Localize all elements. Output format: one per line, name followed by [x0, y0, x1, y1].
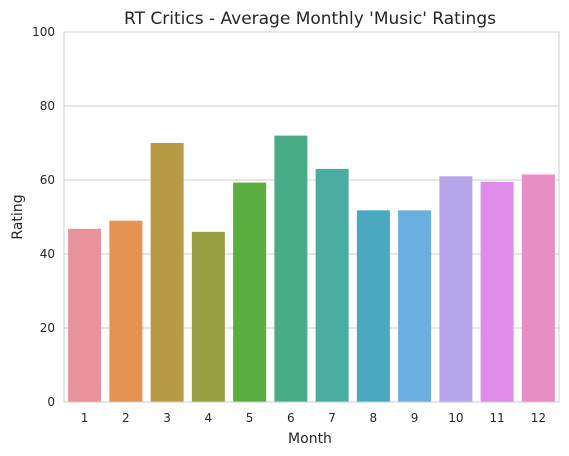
bar-month-11 — [480, 181, 514, 402]
x-tick-label: 4 — [205, 411, 213, 425]
y-tick-label: 80 — [40, 99, 55, 113]
y-axis-label: Rating — [10, 194, 26, 239]
bar-month-6 — [274, 135, 308, 402]
y-tick-labels: 0 20 40 60 80 100 — [32, 25, 55, 409]
x-tick-label: 12 — [531, 411, 546, 425]
x-tick-label: 7 — [328, 411, 336, 425]
bar-month-2 — [109, 220, 143, 402]
bar-month-4 — [191, 231, 225, 402]
bars — [68, 135, 555, 402]
x-tick-label: 1 — [81, 411, 89, 425]
y-tick-label: 0 — [47, 395, 55, 409]
bar-month-9 — [398, 210, 432, 402]
x-tick-label: 9 — [411, 411, 419, 425]
bar-month-12 — [521, 174, 555, 402]
y-tick-label: 20 — [40, 321, 55, 335]
y-tick-label: 40 — [40, 247, 55, 261]
y-tick-label: 100 — [32, 25, 55, 39]
x-tick-label: 3 — [163, 411, 171, 425]
x-tick-labels: 1 2 3 4 5 6 7 8 9 10 11 12 — [81, 411, 546, 425]
x-tick-label: 10 — [448, 411, 463, 425]
x-tick-label: 11 — [489, 411, 504, 425]
x-tick-label: 6 — [287, 411, 295, 425]
bar-month-8 — [356, 210, 390, 402]
chart-title: RT Critics - Average Monthly 'Music' Rat… — [124, 9, 496, 29]
bar-month-3 — [150, 143, 184, 402]
x-tick-label: 5 — [246, 411, 254, 425]
bar-month-1 — [68, 228, 102, 402]
y-tick-label: 60 — [40, 173, 55, 187]
bar-month-7 — [315, 168, 349, 402]
x-axis-label: Month — [288, 431, 332, 447]
x-tick-label: 2 — [122, 411, 130, 425]
x-tick-label: 8 — [370, 411, 378, 425]
bar-month-5 — [233, 182, 267, 402]
bar-month-10 — [439, 176, 473, 402]
plot-frame — [63, 31, 560, 403]
